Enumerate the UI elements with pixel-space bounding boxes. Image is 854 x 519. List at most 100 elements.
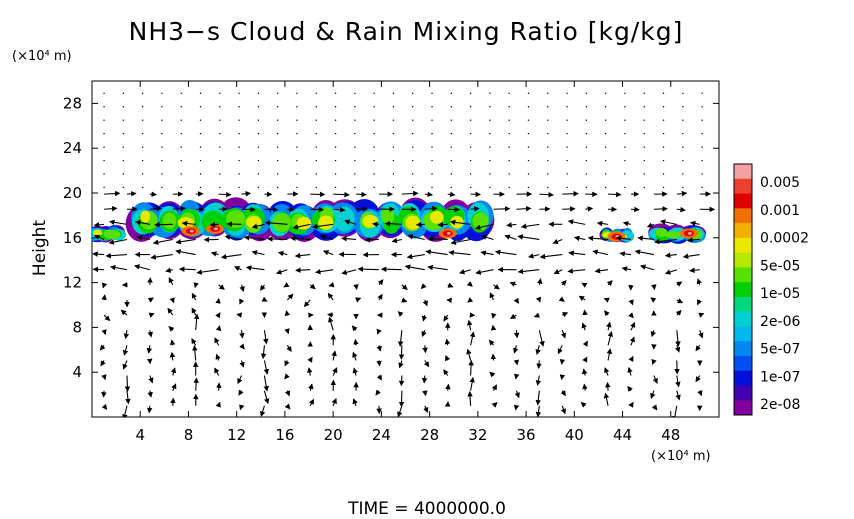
wind-arrow <box>493 284 500 290</box>
grid-dot <box>354 159 356 162</box>
wind-arrow <box>333 207 346 213</box>
wind-arrow <box>404 264 425 271</box>
x-tick-label: 48 <box>661 426 680 444</box>
wind-arrow <box>191 307 197 316</box>
grid-dot <box>315 173 317 175</box>
cloud-blob <box>92 229 103 237</box>
grid-dot <box>180 106 182 108</box>
wind-arrow <box>447 282 454 288</box>
wind-arrow <box>123 330 130 340</box>
grid-dot <box>296 106 298 108</box>
grid-dot <box>334 146 337 148</box>
cloud-blob <box>106 230 121 240</box>
wind-arrow <box>284 328 290 335</box>
grid-dot <box>701 173 703 175</box>
wind-arrow <box>493 206 511 212</box>
wind-arrow <box>603 297 610 303</box>
grid-dot <box>161 132 163 135</box>
wind-arrow <box>627 385 633 392</box>
wind-arrow <box>398 345 405 360</box>
grid-dot <box>547 132 549 135</box>
grid-dot <box>547 146 549 148</box>
wind-arrow <box>606 321 612 331</box>
wind-arrow <box>491 384 497 391</box>
grid-dot <box>643 132 645 135</box>
colorbar-swatch <box>734 296 752 312</box>
colorbar-frame <box>733 163 753 416</box>
wind-arrow <box>509 281 517 287</box>
grid-dot <box>199 159 202 162</box>
grid-dot <box>315 132 317 135</box>
wind-arrow <box>520 223 540 229</box>
grid-dot <box>604 92 607 95</box>
wind-arrow <box>695 345 701 352</box>
wind-arrow <box>101 282 108 289</box>
grid-dot <box>643 92 645 95</box>
wind-arrow <box>474 223 494 231</box>
colorbar-label: 5e-07 <box>760 342 800 358</box>
wind-arrow <box>110 264 128 271</box>
wind-arrow <box>241 190 252 197</box>
grid-dot <box>412 173 414 175</box>
wind-arrow <box>376 360 382 367</box>
grid-dot <box>547 173 549 175</box>
wind-arrow <box>165 267 173 273</box>
colorbar-swatch <box>734 355 752 372</box>
grid-dot <box>122 132 125 135</box>
y-axis-label: Height <box>30 220 50 277</box>
wind-arrow <box>352 367 358 376</box>
grid-dot <box>141 92 144 95</box>
grid-dot <box>373 92 375 95</box>
grid-dot <box>431 186 433 189</box>
grid-dot <box>392 159 395 162</box>
wind-arrow <box>94 234 105 240</box>
x-tick-label: 24 <box>372 426 391 444</box>
wind-arrow <box>331 350 337 361</box>
colorbar-swatch <box>734 267 752 283</box>
x-tick-label: 4 <box>135 426 145 444</box>
grid-dot <box>276 159 279 162</box>
grid-dot <box>682 159 684 162</box>
grid-dot <box>257 173 260 175</box>
wind-arrow <box>261 296 268 302</box>
grid-dot <box>296 159 298 162</box>
grid-dot <box>141 186 144 189</box>
grid-dot <box>469 146 472 148</box>
grid-dot <box>412 132 414 135</box>
grid-dot <box>527 92 530 95</box>
wind-arrow <box>470 206 480 212</box>
wind-arrow <box>134 264 151 271</box>
wind-arrow <box>376 345 382 352</box>
wind-arrow <box>560 405 567 415</box>
wind-arrow <box>170 367 177 376</box>
wind-arrow <box>380 266 402 272</box>
wind-arrow <box>592 249 609 256</box>
grid-dot <box>315 146 317 148</box>
wind-arrow <box>562 190 579 197</box>
grid-dot <box>547 159 549 162</box>
wind-arrow <box>275 269 288 275</box>
grid-dot <box>373 159 375 162</box>
cloud-blob <box>318 215 334 230</box>
grid-dot <box>161 92 163 95</box>
grid-dot <box>585 119 588 121</box>
wind-arrow <box>489 292 495 301</box>
wind-arrow <box>594 268 609 274</box>
wind-arrow <box>319 234 334 241</box>
grid-dot <box>219 159 221 162</box>
wind-arrow <box>152 238 173 245</box>
wind-arrow <box>398 360 404 369</box>
wind-arrow <box>364 237 379 243</box>
wind-arrow <box>558 296 565 302</box>
wind-arrow <box>560 330 567 339</box>
grid-dot <box>624 119 626 121</box>
wind-arrow <box>513 297 519 304</box>
grid-dot <box>566 186 568 189</box>
wind-vectors <box>92 190 716 417</box>
grid-dot <box>412 92 414 95</box>
wind-arrow <box>509 313 517 320</box>
wind-arrow <box>697 299 703 306</box>
wind-arrow <box>695 375 701 383</box>
grid-dot <box>219 106 221 108</box>
wind-arrow <box>376 374 382 381</box>
